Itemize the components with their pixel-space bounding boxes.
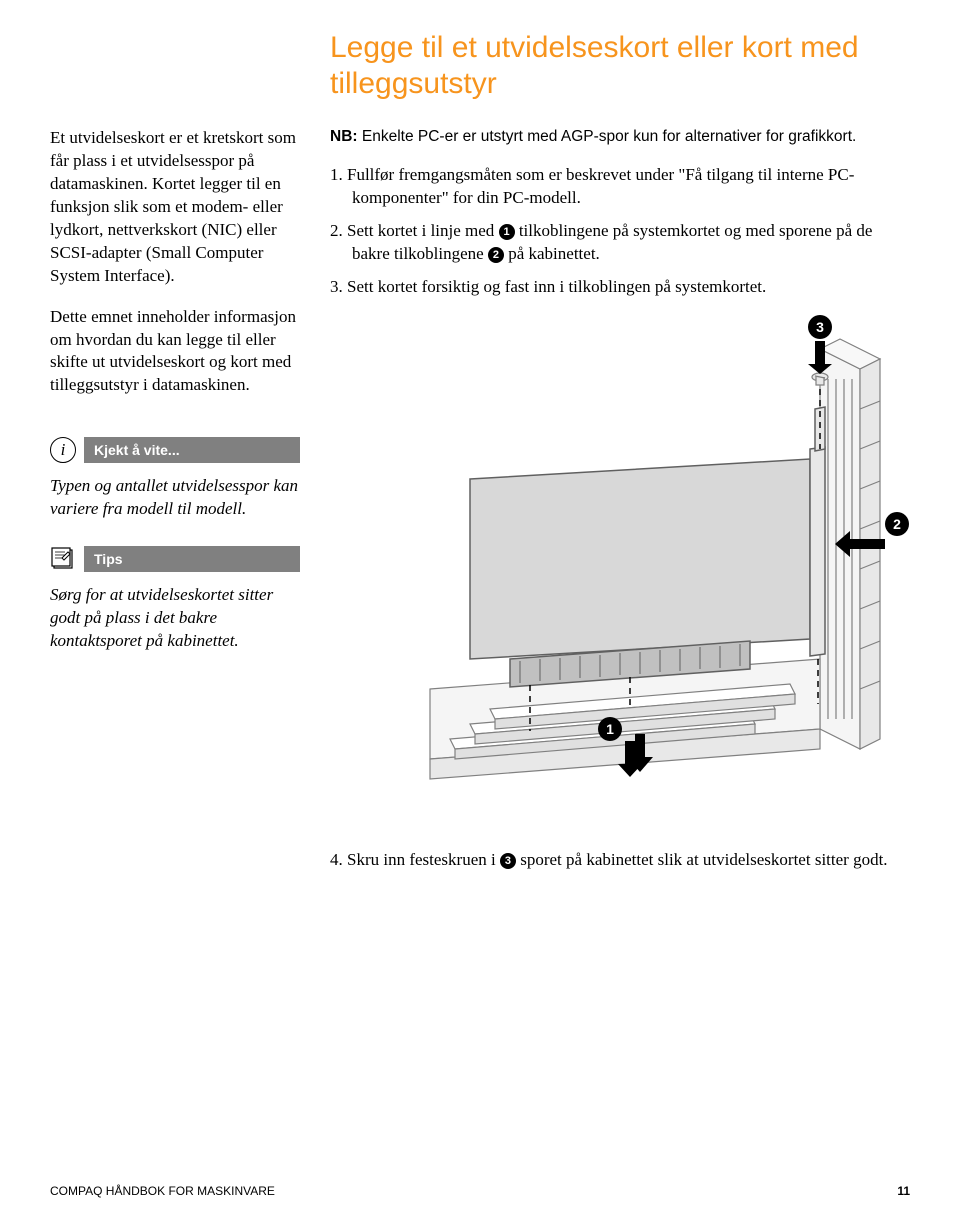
step-2-text-a: 2. Sett kortet i linje med — [330, 221, 499, 240]
expansion-card-diagram: 3 2 1 — [330, 309, 910, 829]
note-line: NB: Enkelte PC-er er utstyrt med AGP-spo… — [330, 127, 910, 148]
step-4: 4. Skru inn festeskruen i 3 sporet på ka… — [330, 849, 910, 872]
footer-page-number: 11 — [897, 1184, 910, 1198]
info-box-header: i Kjekt å vite... — [50, 437, 300, 463]
tips-box-text: Sørg for at utvidelseskortet sitter godt… — [50, 584, 300, 653]
step-1: 1. Fullfør fremgangsmåten som er beskrev… — [330, 164, 910, 210]
callout-number-3: 3 — [500, 853, 516, 869]
sidebar-column: Et utvidelseskort er et kretskort som få… — [50, 127, 300, 872]
page-container: Legge til et utvidelseskort eller kort m… — [0, 0, 960, 1228]
info-box: i Kjekt å vite... Typen og antallet utvi… — [50, 437, 300, 521]
page-footer: COMPAQ HÅNDBOK FOR MASKINVARE 11 — [50, 1184, 910, 1198]
step-4-text-b: sporet på kabinettet slik at utvidelsesk… — [516, 850, 888, 869]
info-box-text: Typen og antallet utvidelsesspor kan var… — [50, 475, 300, 521]
info-icon: i — [50, 437, 76, 463]
intro-paragraph-1: Et utvidelseskort er et kretskort som få… — [50, 127, 300, 288]
two-column-layout: Et utvidelseskort er et kretskort som få… — [50, 127, 910, 872]
step-3: 3. Sett kortet forsiktig og fast inn i t… — [330, 276, 910, 299]
note-label: NB: — [330, 128, 358, 145]
main-column: NB: Enkelte PC-er er utstyrt med AGP-spo… — [330, 127, 910, 872]
diagram: 3 2 1 — [330, 309, 910, 829]
tips-icon — [50, 546, 76, 572]
step-2: 2. Sett kortet i linje med 1 tilkoblinge… — [330, 220, 910, 266]
step-2-text-c: på kabinettet. — [504, 244, 600, 263]
diagram-label-1: 1 — [606, 721, 614, 737]
diagram-label-3: 3 — [816, 319, 824, 335]
diagram-label-2: 2 — [893, 516, 901, 532]
note-text: Enkelte PC-er er utstyrt med AGP-spor ku… — [358, 128, 857, 145]
tips-box-header: Tips — [50, 546, 300, 572]
footer-book-title: COMPAQ HÅNDBOK FOR MASKINVARE — [50, 1184, 275, 1198]
intro-paragraph-2: Dette emnet inneholder informasjon om hv… — [50, 306, 300, 398]
page-title: Legge til et utvidelseskort eller kort m… — [330, 30, 910, 102]
callout-number-2: 2 — [488, 247, 504, 263]
info-box-label: Kjekt å vite... — [84, 437, 300, 463]
callout-number-1: 1 — [499, 224, 515, 240]
step-4-text-a: 4. Skru inn festeskruen i — [330, 850, 500, 869]
tips-box-label: Tips — [84, 546, 300, 572]
